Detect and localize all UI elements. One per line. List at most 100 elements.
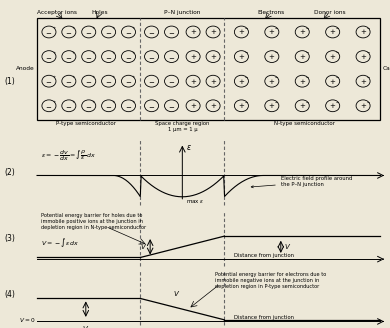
- Text: $-$: $-$: [305, 26, 310, 30]
- Text: $+$: $+$: [238, 77, 245, 86]
- Text: $-$: $-$: [275, 26, 279, 30]
- Text: $+$: $+$: [209, 52, 217, 61]
- Text: $-$: $-$: [305, 99, 310, 104]
- Text: max $\varepsilon$: max $\varepsilon$: [186, 198, 205, 205]
- Text: $+$: $+$: [111, 24, 116, 31]
- Text: $-$: $-$: [45, 29, 53, 35]
- Text: $V = 0$: $V = 0$: [19, 316, 35, 324]
- Text: $-$: $-$: [244, 75, 249, 79]
- Text: $-$: $-$: [275, 50, 279, 54]
- Text: Cathode: Cathode: [382, 66, 390, 72]
- Text: $-$: $-$: [105, 103, 112, 109]
- Text: $V$: $V$: [173, 289, 180, 298]
- Text: $-$: $-$: [148, 29, 155, 35]
- Text: (4): (4): [4, 290, 15, 299]
- Text: $-$: $-$: [366, 50, 370, 54]
- Text: $-$: $-$: [366, 26, 370, 30]
- Text: $-$: $-$: [125, 29, 132, 35]
- Text: $-$: $-$: [125, 53, 132, 60]
- Text: $-$: $-$: [168, 53, 175, 60]
- Text: $+$: $+$: [111, 98, 116, 105]
- Text: Anode: Anode: [16, 66, 35, 72]
- Text: Holes: Holes: [91, 10, 108, 15]
- Text: $-$: $-$: [335, 50, 340, 54]
- Text: $-$: $-$: [65, 53, 73, 60]
- Text: $-$: $-$: [148, 78, 155, 84]
- Text: $+$: $+$: [131, 73, 136, 80]
- Text: $+$: $+$: [299, 52, 306, 61]
- Text: $+$: $+$: [268, 28, 275, 36]
- Text: $-$: $-$: [366, 99, 370, 104]
- Text: $-$: $-$: [125, 78, 132, 84]
- Text: $+$: $+$: [91, 73, 96, 80]
- Text: $-$: $-$: [85, 29, 92, 35]
- Text: $+$: $+$: [209, 28, 217, 36]
- Text: $-$: $-$: [65, 29, 73, 35]
- Text: $+$: $+$: [131, 49, 136, 56]
- Text: $+$: $+$: [268, 77, 275, 86]
- Text: $V$: $V$: [140, 242, 147, 251]
- Text: $-$: $-$: [168, 29, 175, 35]
- Text: $+$: $+$: [329, 52, 336, 61]
- Text: $+$: $+$: [360, 77, 367, 86]
- Text: $-$: $-$: [335, 99, 340, 104]
- Text: $-$: $-$: [305, 75, 310, 79]
- Text: $-$: $-$: [335, 75, 340, 79]
- Text: Distance from junction: Distance from junction: [234, 253, 294, 258]
- Text: $-$: $-$: [168, 103, 175, 109]
- Text: $-$: $-$: [244, 26, 249, 30]
- Text: $-$: $-$: [85, 78, 92, 84]
- Text: $+$: $+$: [190, 52, 197, 61]
- Text: $-$: $-$: [168, 78, 175, 84]
- Text: $+$: $+$: [268, 52, 275, 61]
- Text: Potential energy barrier for electrons due to
immobile negative ions at the junc: Potential energy barrier for electrons d…: [215, 272, 326, 289]
- Text: $-$: $-$: [125, 103, 132, 109]
- Text: $-$: $-$: [85, 53, 92, 60]
- Text: $+$: $+$: [71, 98, 76, 105]
- Text: (3): (3): [4, 234, 15, 243]
- Text: $+$: $+$: [51, 24, 57, 31]
- Text: $+$: $+$: [190, 101, 197, 110]
- Text: $+$: $+$: [71, 49, 76, 56]
- Text: $-$: $-$: [335, 26, 340, 30]
- Text: $+$: $+$: [238, 52, 245, 61]
- Text: $+$: $+$: [329, 77, 336, 86]
- Text: $-$: $-$: [244, 50, 249, 54]
- Text: Potential energy barrier for holes due to
immobile positive ions at the junction: Potential energy barrier for holes due t…: [41, 213, 146, 230]
- Text: $-$: $-$: [105, 29, 112, 35]
- Text: $V$: $V$: [82, 324, 89, 328]
- Text: $+$: $+$: [131, 98, 136, 105]
- Text: $-$: $-$: [105, 78, 112, 84]
- Text: $+$: $+$: [71, 24, 76, 31]
- Text: $+$: $+$: [209, 77, 217, 86]
- Text: Electric field profile around
the P–N junction: Electric field profile around the P–N ju…: [251, 176, 352, 188]
- Text: Space charge region
1 μm = 1 μ: Space charge region 1 μm = 1 μ: [155, 121, 209, 132]
- Text: $+$: $+$: [51, 98, 57, 105]
- Text: $+$: $+$: [360, 52, 367, 61]
- Text: $+$: $+$: [190, 77, 197, 86]
- Text: $-$: $-$: [148, 53, 155, 60]
- Text: $-$: $-$: [65, 103, 73, 109]
- Text: $+$: $+$: [71, 73, 76, 80]
- Text: $-$: $-$: [244, 99, 249, 104]
- Text: $+$: $+$: [299, 77, 306, 86]
- Text: P–N junction: P–N junction: [164, 10, 200, 15]
- Text: $V = -\int\varepsilon\,dx$: $V = -\int\varepsilon\,dx$: [41, 236, 79, 249]
- Text: $+$: $+$: [299, 28, 306, 36]
- Text: $+$: $+$: [190, 28, 197, 36]
- Text: $-$: $-$: [65, 78, 73, 84]
- Text: $-$: $-$: [85, 103, 92, 109]
- Text: $-$: $-$: [45, 78, 53, 84]
- Text: (1): (1): [4, 77, 15, 86]
- Text: Donor ions: Donor ions: [314, 10, 346, 15]
- Text: $+$: $+$: [329, 28, 336, 36]
- Text: $+$: $+$: [91, 24, 96, 31]
- Text: $-$: $-$: [105, 53, 112, 60]
- Text: P-type semiconductor: P-type semiconductor: [56, 121, 116, 126]
- Text: $+$: $+$: [111, 73, 116, 80]
- Text: $+$: $+$: [51, 73, 57, 80]
- Text: $V$: $V$: [284, 242, 291, 251]
- Text: $-$: $-$: [45, 53, 53, 60]
- Text: $+$: $+$: [268, 101, 275, 110]
- Text: $+$: $+$: [91, 49, 96, 56]
